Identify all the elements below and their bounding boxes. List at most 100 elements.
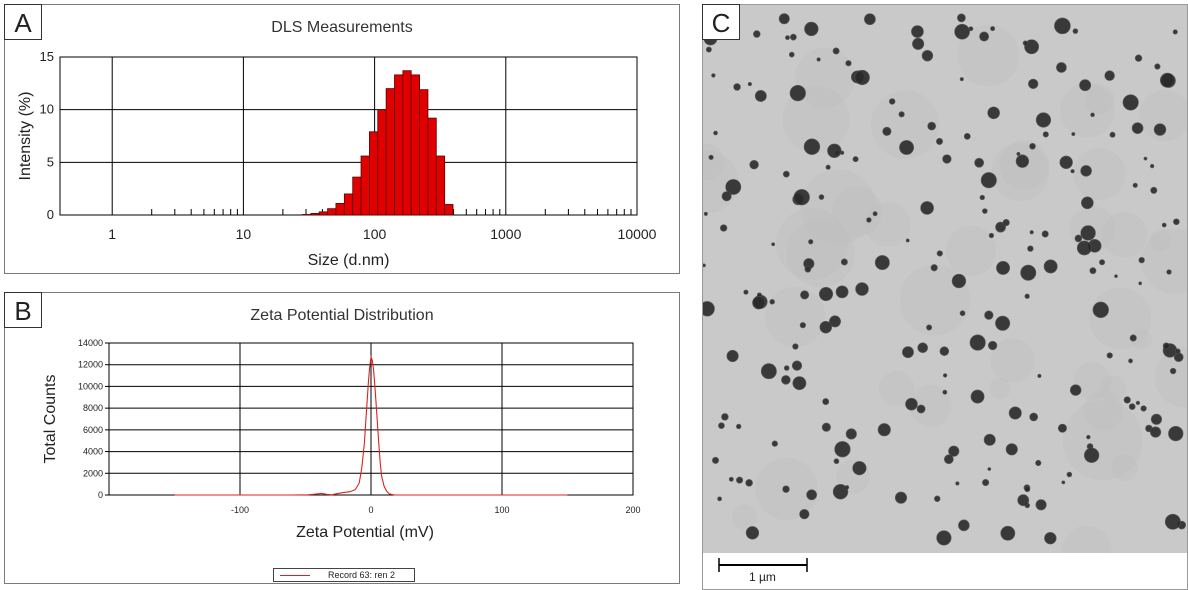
nanoparticle xyxy=(888,98,896,105)
nanoparticle xyxy=(943,454,954,465)
x-tick-label: 10 xyxy=(236,226,252,242)
nanoparticle xyxy=(1076,240,1092,256)
y-tick-label: 15 xyxy=(40,49,54,64)
dls-bar xyxy=(352,176,362,216)
nanoparticle xyxy=(894,491,908,504)
nanoparticle xyxy=(1080,165,1092,177)
dls-bar xyxy=(360,155,370,216)
nanoparticle xyxy=(980,172,997,189)
nanoparticle xyxy=(719,224,728,232)
y-tick-label: 4000 xyxy=(83,447,103,457)
nanoparticle xyxy=(874,255,890,271)
nanoparticle xyxy=(835,285,849,299)
nanoparticle xyxy=(1083,447,1100,463)
nanoparticle xyxy=(782,170,790,178)
nanoparticle xyxy=(969,334,986,351)
nanoparticle xyxy=(995,221,1006,233)
nanoparticle xyxy=(1131,122,1144,134)
dls-bar xyxy=(335,203,345,216)
nanoparticle xyxy=(957,13,966,23)
nanoparticle xyxy=(963,132,971,140)
nanoparticle xyxy=(1029,412,1039,422)
nanoparticle xyxy=(1104,70,1115,81)
nanoparticle xyxy=(898,111,905,118)
nanoparticle xyxy=(827,143,842,158)
y-tick-label: 5 xyxy=(47,154,54,169)
zeta-legend: Record 63: ren 2 xyxy=(273,568,415,582)
tem-texture xyxy=(732,504,758,530)
tem-texture xyxy=(991,143,1050,202)
nanoparticle xyxy=(996,260,1010,275)
nanoparticle xyxy=(804,21,819,37)
nanoparticle xyxy=(926,324,933,331)
nanoparticle xyxy=(1079,79,1092,92)
nanoparticle xyxy=(793,189,810,206)
nanoparticle xyxy=(713,130,718,136)
nanoparticle xyxy=(1164,513,1181,530)
nanoparticle xyxy=(799,322,806,329)
nanoparticle xyxy=(1035,499,1047,511)
nanoparticle xyxy=(819,320,833,334)
nanoparticle xyxy=(974,157,985,168)
nanoparticle xyxy=(1024,39,1040,55)
nanoparticle xyxy=(711,73,716,78)
nanoparticle xyxy=(942,389,948,395)
nanoparticle xyxy=(721,191,732,202)
dls-bar xyxy=(385,88,395,216)
tem-texture xyxy=(1099,375,1127,403)
nanoparticle xyxy=(1129,334,1137,342)
nanoparticle xyxy=(1008,406,1022,420)
y-tick-label: 14000 xyxy=(78,338,103,348)
nanoparticle xyxy=(1035,459,1042,467)
nanoparticle xyxy=(959,310,966,317)
nanoparticle xyxy=(705,46,712,53)
nanoparticle xyxy=(1092,301,1109,318)
nanoparticle xyxy=(1122,94,1139,111)
nanoparticle xyxy=(1154,63,1161,70)
nanoparticle xyxy=(988,340,998,351)
nanoparticle xyxy=(825,164,831,170)
zeta-series-line xyxy=(174,354,568,496)
nanoparticle xyxy=(1024,486,1031,493)
nanoparticle xyxy=(1041,230,1049,238)
nanoparticle xyxy=(1168,425,1184,442)
dls-bar xyxy=(444,204,454,216)
dls-bar xyxy=(419,89,429,216)
nanoparticle xyxy=(818,194,825,200)
x-tick-label: 10000 xyxy=(618,226,657,242)
nanoparticle xyxy=(920,201,934,215)
nanoparticle xyxy=(1159,72,1175,88)
nanoparticle xyxy=(984,310,994,320)
nanoparticle xyxy=(1134,54,1143,62)
nanoparticle xyxy=(1054,17,1071,35)
nanoparticle xyxy=(1029,142,1036,150)
dls-bar xyxy=(327,208,337,216)
nanoparticle xyxy=(936,530,952,546)
nanoparticle xyxy=(718,422,725,429)
nanoparticle xyxy=(1161,222,1167,228)
tem-texture xyxy=(957,24,1019,87)
tem-texture xyxy=(782,85,850,154)
tem-micrograph xyxy=(703,5,1187,589)
nanoparticle xyxy=(968,26,974,32)
dls-bar xyxy=(435,155,446,216)
tem-texture xyxy=(831,186,882,237)
nanoparticle xyxy=(1059,155,1073,169)
y-tick-label: 0 xyxy=(47,207,54,222)
nanoparticle xyxy=(1149,426,1162,438)
nanoparticle xyxy=(916,404,926,414)
nanoparticle xyxy=(822,398,830,406)
nanoparticle xyxy=(987,467,992,471)
tem-texture xyxy=(786,219,855,288)
y-tick-label: 2000 xyxy=(83,468,103,478)
panel-label-b: B xyxy=(4,292,42,328)
nanoparticle xyxy=(1138,281,1142,286)
nanoparticle xyxy=(804,265,812,273)
nanoparticle xyxy=(979,194,985,201)
tem-texture xyxy=(1089,287,1152,350)
tem-texture xyxy=(794,47,855,108)
nanoparticle xyxy=(733,83,741,91)
nanoparticle xyxy=(1138,256,1145,264)
nanoparticle xyxy=(882,126,892,136)
nanoparticle xyxy=(708,154,714,160)
